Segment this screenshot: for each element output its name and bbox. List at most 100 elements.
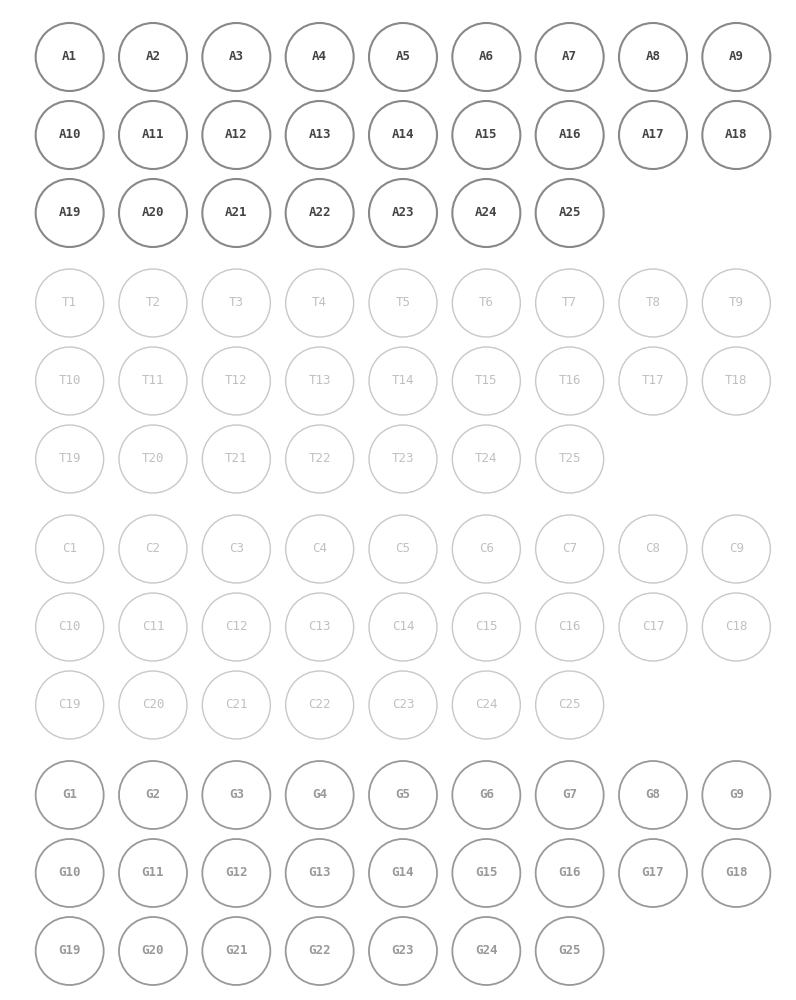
Text: G16: G16 [559,866,581,880]
Text: C14: C14 [392,620,414,634]
Text: C20: C20 [142,698,164,712]
Text: T15: T15 [475,374,498,387]
Text: T2: T2 [146,296,161,310]
Text: T5: T5 [396,296,411,310]
Text: C2: C2 [146,542,161,556]
Text: G15: G15 [475,866,498,880]
Text: G24: G24 [475,944,498,958]
Text: C13: C13 [308,620,331,634]
Text: A7: A7 [562,50,577,64]
Text: G4: G4 [312,788,327,802]
Text: G1: G1 [62,788,77,802]
Text: A20: A20 [142,207,164,220]
Text: G12: G12 [225,866,248,880]
Text: C17: C17 [642,620,664,634]
Text: C4: C4 [312,542,327,556]
Text: T14: T14 [392,374,414,387]
Text: C18: C18 [725,620,747,634]
Text: T13: T13 [308,374,331,387]
Text: T12: T12 [225,374,248,387]
Text: G2: G2 [146,788,161,802]
Text: G14: G14 [392,866,414,880]
Text: C16: C16 [559,620,581,634]
Text: T8: T8 [646,296,661,310]
Text: A9: A9 [729,50,743,64]
Text: T6: T6 [479,296,494,310]
Text: C24: C24 [475,698,498,712]
Text: G23: G23 [392,944,414,958]
Text: A8: A8 [646,50,661,64]
Text: A2: A2 [146,50,161,64]
Text: G13: G13 [308,866,331,880]
Text: G20: G20 [142,944,164,958]
Text: A24: A24 [475,207,498,220]
Text: A10: A10 [58,128,81,141]
Text: T1: T1 [62,296,77,310]
Text: C5: C5 [396,542,411,556]
Text: A13: A13 [308,128,331,141]
Text: T25: T25 [559,452,581,466]
Text: A6: A6 [479,50,494,64]
Text: A25: A25 [559,207,581,220]
Text: C23: C23 [392,698,414,712]
Text: T20: T20 [142,452,164,466]
Text: G21: G21 [225,944,248,958]
Text: A23: A23 [392,207,414,220]
Text: G18: G18 [725,866,747,880]
Text: A12: A12 [225,128,248,141]
Text: C9: C9 [729,542,743,556]
Text: C6: C6 [479,542,494,556]
Text: T23: T23 [392,452,414,466]
Text: C10: C10 [58,620,81,634]
Text: C8: C8 [646,542,661,556]
Text: A1: A1 [62,50,77,64]
Text: G8: G8 [646,788,661,802]
Text: A3: A3 [228,50,244,64]
Text: T10: T10 [58,374,81,387]
Text: A18: A18 [725,128,747,141]
Text: C3: C3 [228,542,244,556]
Text: C15: C15 [475,620,498,634]
Text: T18: T18 [725,374,747,387]
Text: G9: G9 [729,788,743,802]
Text: G22: G22 [308,944,331,958]
Text: C22: C22 [308,698,331,712]
Text: C25: C25 [559,698,581,712]
Text: C19: C19 [58,698,81,712]
Text: G25: G25 [559,944,581,958]
Text: A22: A22 [308,207,331,220]
Text: C12: C12 [225,620,248,634]
Text: G11: G11 [142,866,164,880]
Text: G10: G10 [58,866,81,880]
Text: T16: T16 [559,374,581,387]
Text: T21: T21 [225,452,248,466]
Text: A21: A21 [225,207,248,220]
Text: A19: A19 [58,207,81,220]
Text: A17: A17 [642,128,664,141]
Text: T9: T9 [729,296,743,310]
Text: G6: G6 [479,788,494,802]
Text: G17: G17 [642,866,664,880]
Text: A16: A16 [559,128,581,141]
Text: G3: G3 [228,788,244,802]
Text: C7: C7 [562,542,577,556]
Text: A15: A15 [475,128,498,141]
Text: T17: T17 [642,374,664,387]
Text: C11: C11 [142,620,164,634]
Text: T4: T4 [312,296,327,310]
Text: C21: C21 [225,698,248,712]
Text: G7: G7 [562,788,577,802]
Text: T24: T24 [475,452,498,466]
Text: A4: A4 [312,50,327,64]
Text: T3: T3 [228,296,244,310]
Text: G5: G5 [396,788,411,802]
Text: G19: G19 [58,944,81,958]
Text: T11: T11 [142,374,164,387]
Text: A14: A14 [392,128,414,141]
Text: A11: A11 [142,128,164,141]
Text: T7: T7 [562,296,577,310]
Text: A5: A5 [396,50,411,64]
Text: C1: C1 [62,542,77,556]
Text: T19: T19 [58,452,81,466]
Text: T22: T22 [308,452,331,466]
